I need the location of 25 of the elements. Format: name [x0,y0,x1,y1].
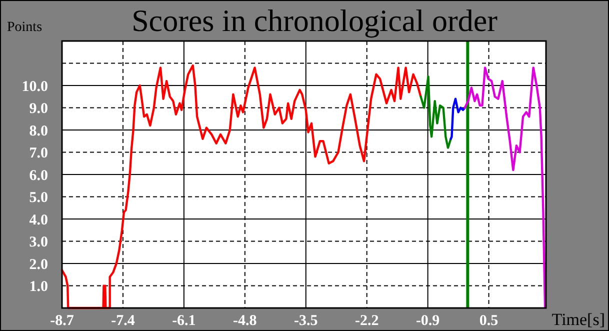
y-tick-label: 3.0 [29,234,48,250]
y-tick-label: 6.0 [29,168,48,184]
x-tick-label: 0.5 [479,313,498,329]
y-tick-label: 10.0 [22,78,48,95]
line-series [60,64,422,310]
y-tick-label: 7.0 [29,146,48,162]
x-tick-label: -6.1 [172,313,196,329]
y-tick-label: 9.0 [29,101,48,117]
y-tick-label: 1.0 [29,279,48,295]
x-tick-label: -3.5 [294,313,318,329]
x-tick-label: -0.9 [416,313,440,329]
chart-title: Scores in chronological order [132,3,498,38]
y-tick-label: 8.0 [29,123,48,140]
x-tick-label: -7.4 [111,313,136,329]
y-axis-title: Points [7,20,42,35]
x-tick-label: -4.8 [233,313,257,329]
line-series [420,76,452,149]
line-series [450,98,466,140]
x-tick-label: -2.2 [354,313,379,329]
x-axis-title: Time[s] [552,310,605,329]
y-tick-label: 4.0 [29,212,48,228]
x-tick-label: -8.7 [50,313,74,329]
line-series [464,66,546,310]
y-tick-label: 5.0 [29,190,48,206]
y-tick-label: 2.0 [29,256,48,273]
